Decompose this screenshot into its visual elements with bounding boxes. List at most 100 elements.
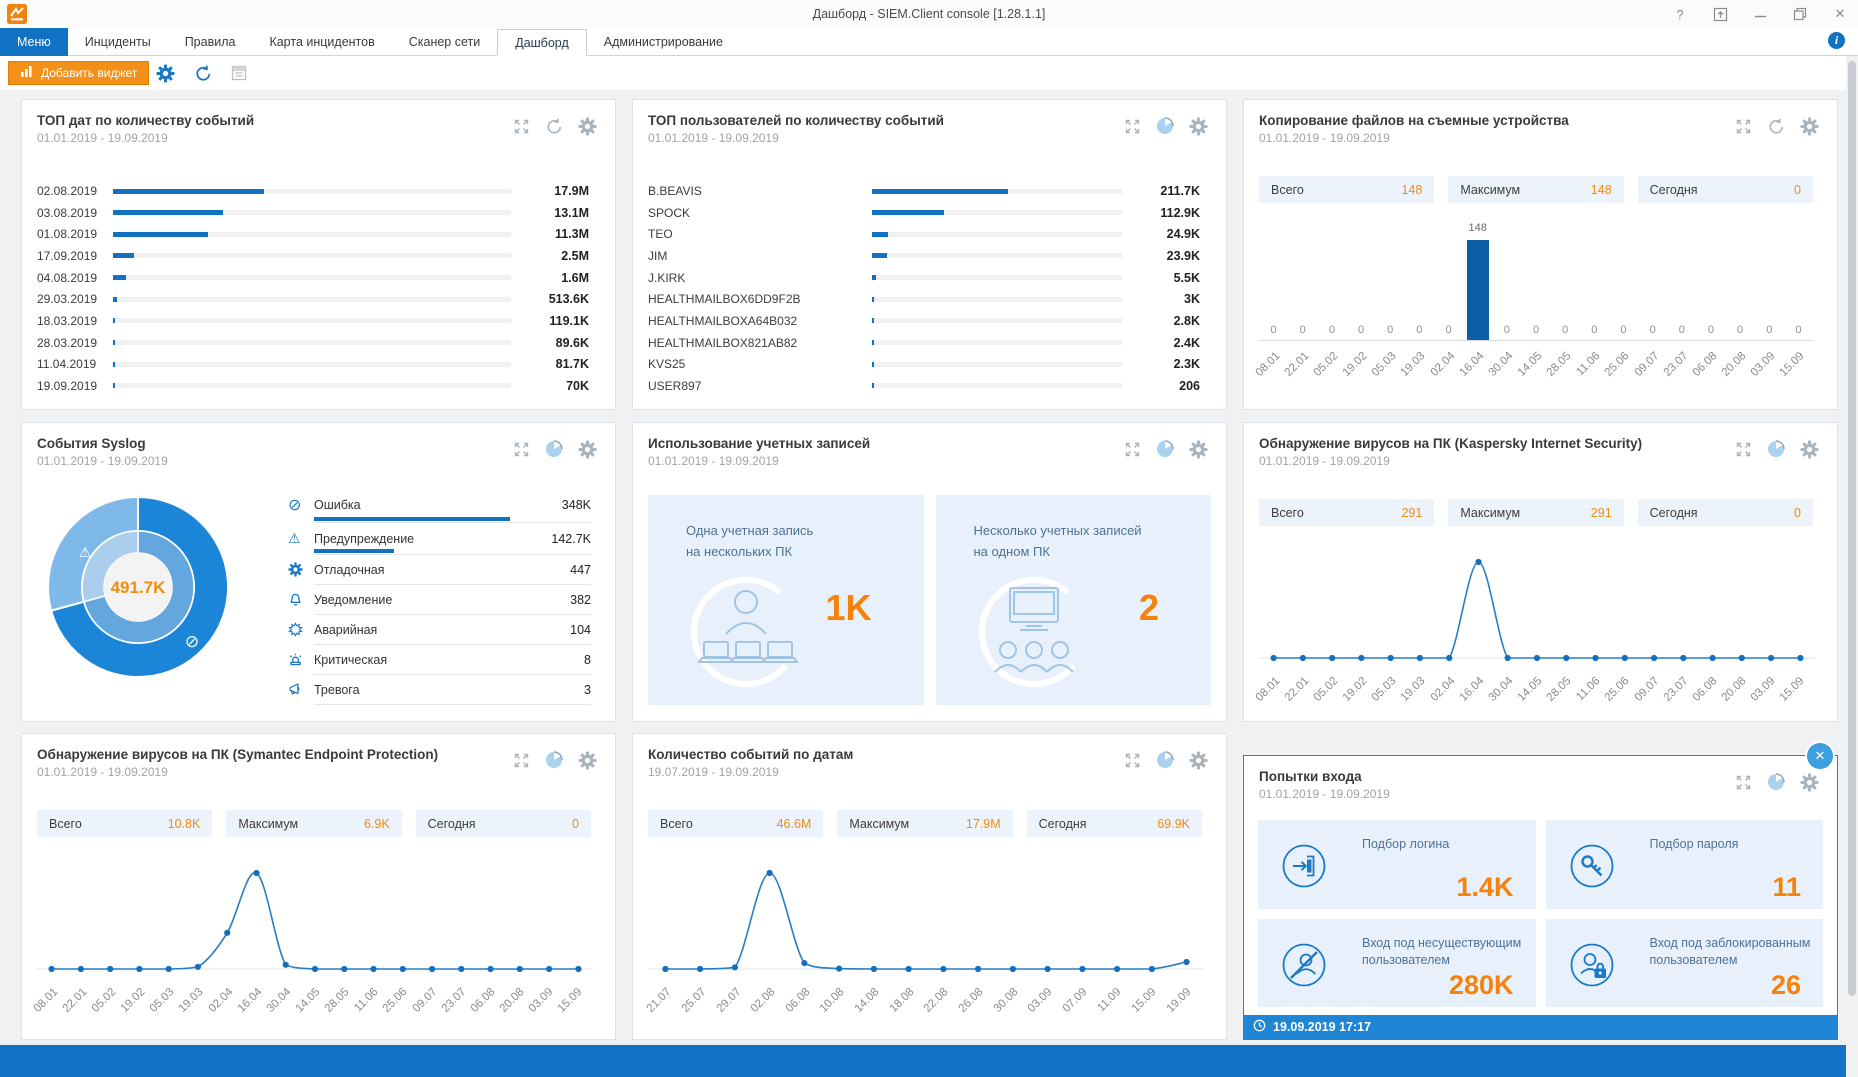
bar-track [113, 383, 511, 389]
gear-icon[interactable] [577, 750, 597, 770]
pie-icon[interactable] [1155, 116, 1175, 136]
pie-icon[interactable] [544, 750, 564, 770]
bar-track [872, 253, 1122, 259]
expand-icon[interactable] [1122, 116, 1142, 136]
tab-инциденты[interactable]: Инциденты [84, 35, 151, 49]
bar-row: HEALTHMAILBOX821AB82 2.4K [648, 334, 1200, 352]
legend-line: Уведомление 382 [288, 592, 591, 607]
bar-track [113, 253, 511, 259]
axis-label: 07.09 [1060, 986, 1090, 1015]
expand-icon[interactable] [1733, 116, 1753, 136]
x-axis-labels: 08.01 22.01 05.02 19.02 05.03 19.03 02.04 16.04… [1253, 344, 1813, 392]
gear-icon[interactable] [1188, 116, 1208, 136]
bar-fill [113, 253, 135, 259]
bar-row: 28.03.2019 89.6K [37, 334, 589, 352]
widget-header-icons [1122, 116, 1208, 136]
bar-track [113, 275, 511, 281]
bar-fill [113, 318, 115, 324]
widget-close-button[interactable]: ✕ [1807, 743, 1833, 769]
pie-icon[interactable] [544, 439, 564, 459]
gear-icon[interactable] [577, 116, 597, 136]
row-label: HEALTHMAILBOX6DD9F2B [648, 292, 801, 307]
bar-fill [872, 231, 888, 237]
expand-icon[interactable] [1733, 439, 1753, 459]
row-value: 13.1M [554, 205, 589, 220]
bar-track [872, 383, 1122, 389]
close-icon[interactable]: ✕ [1834, 6, 1846, 21]
axis-label: 23.07 [439, 986, 469, 1015]
card-value: 2 [1138, 587, 1159, 628]
expand-icon[interactable] [1122, 439, 1142, 459]
info-icon[interactable]: i [1828, 32, 1845, 49]
expand-icon[interactable] [1122, 750, 1142, 770]
row-value: 2.4K [1173, 335, 1200, 350]
refresh-icon[interactable] [544, 116, 564, 136]
gear-icon[interactable] [1188, 750, 1208, 770]
bar-track [872, 296, 1122, 302]
axis-label: 08.01 [31, 986, 61, 1015]
tab-menu[interactable]: Меню [0, 28, 68, 56]
axis-label: 19.03 [177, 986, 206, 1015]
widget-title: Количество событий по датам [648, 747, 854, 762]
gear-icon[interactable] [1799, 772, 1819, 792]
axis-label: 14.05 [1515, 675, 1545, 704]
pie-icon[interactable] [1155, 439, 1175, 459]
gear-icon[interactable] [577, 439, 597, 459]
tab-правила[interactable]: Правила [184, 35, 236, 49]
zero-value-label: 0 [1532, 324, 1540, 336]
tab-дашборд[interactable]: Дашборд [497, 29, 587, 57]
error-icon: ⊘ [288, 497, 302, 514]
pie-icon[interactable] [1155, 750, 1175, 770]
row-value: 119.1K [549, 313, 589, 328]
minimize-icon[interactable] [1752, 6, 1768, 22]
expand-icon[interactable] [1733, 772, 1753, 792]
settings-icon[interactable] [156, 64, 176, 84]
widget-period: 01.01.2019 - 19.09.2019 [1259, 131, 1390, 145]
stat-value: 17.9M [965, 816, 1001, 831]
restore-icon[interactable] [1792, 6, 1808, 22]
card-title: Вход под заблокированным пользователем [1649, 935, 1811, 968]
bar-fill [872, 210, 945, 216]
legend-line: Аварийная 104 [288, 622, 591, 637]
widget-title: Копирование файлов на съемные устройства [1259, 113, 1569, 128]
tab-администрирование[interactable]: Администрирование [603, 35, 723, 49]
tab-сканер-сети[interactable]: Сканер сети [408, 35, 481, 49]
legend-value: 447 [570, 562, 591, 577]
stat-label: Всего [1271, 182, 1304, 197]
legend-label: Ошибка [314, 498, 361, 512]
axis-label: 15.09 [1778, 350, 1807, 379]
axis-label: 22.01 [1282, 350, 1312, 379]
axis-label: 05.02 [89, 986, 119, 1015]
dock-icon[interactable] [1712, 6, 1728, 22]
axis-label: 09.07 [1632, 350, 1662, 379]
row-label: 28.03.2019 [37, 335, 98, 350]
legend-value: 142.7K [551, 531, 591, 546]
refresh-icon[interactable] [194, 64, 214, 84]
tab-bar: Меню Инциденты Правила Карта инцидентов Скан… [0, 28, 1858, 57]
help-icon[interactable]: ? [1676, 6, 1684, 22]
gear-icon[interactable] [1799, 439, 1819, 459]
legend-item: ⊘ Ошибка 348K [288, 495, 591, 523]
gear-icon[interactable] [1188, 439, 1208, 459]
row-value: 70K [566, 378, 589, 393]
add-widget-button[interactable]: Добавить виджет [8, 61, 150, 85]
pie-icon[interactable] [1766, 439, 1786, 459]
bar-fill [113, 231, 209, 237]
card-title: Подбор пароля [1649, 837, 1739, 851]
widget-header-icons [511, 750, 597, 770]
widget-title: ТОП дат по количеству событий [37, 113, 255, 128]
expand-icon[interactable] [511, 116, 531, 136]
axis-label: 22.08 [921, 986, 951, 1015]
expand-icon[interactable] [511, 750, 531, 770]
widget-header-icons [511, 116, 597, 136]
tab-карта-инцидентов[interactable]: Карта инцидентов [269, 35, 375, 49]
row-label: 17.09.2019 [37, 248, 98, 263]
x-axis-labels: 08.01 22.01 05.02 19.02 05.03 19.03 02.04 16.04… [1253, 669, 1813, 717]
stat-label: Всего [1271, 505, 1304, 520]
scrollbar-thumb[interactable] [1848, 61, 1856, 996]
refresh-icon[interactable] [1766, 116, 1786, 136]
pie-icon[interactable] [1766, 772, 1786, 792]
report-icon[interactable] [230, 64, 250, 84]
expand-icon[interactable] [511, 439, 531, 459]
gear-icon[interactable] [1799, 116, 1819, 136]
